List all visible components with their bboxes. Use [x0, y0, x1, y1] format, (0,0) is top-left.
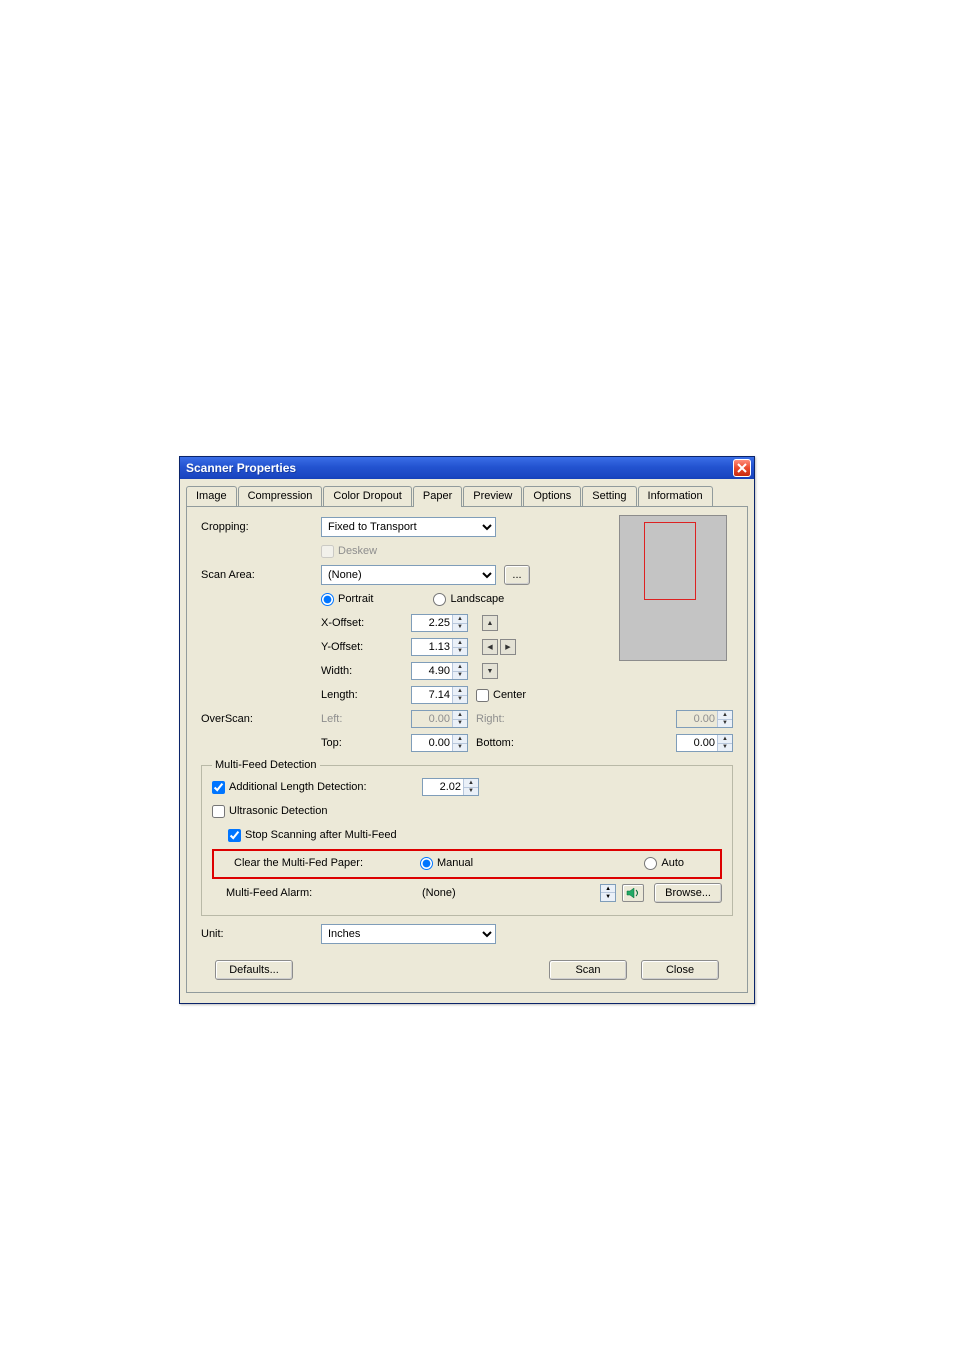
multifeed-group: Multi-Feed Detection Additional Length D… [201, 759, 733, 916]
tab-options[interactable]: Options [523, 486, 581, 506]
window-title: Scanner Properties [186, 461, 296, 475]
length-spinner[interactable]: ▲▼ [411, 686, 468, 704]
portrait-radio[interactable]: Portrait [321, 593, 373, 606]
multifeed-legend: Multi-Feed Detection [212, 759, 320, 771]
tab-image[interactable]: Image [186, 486, 237, 506]
right-spinner: ▲▼ [676, 710, 733, 728]
ultrasonic-checkbox[interactable]: Ultrasonic Detection [212, 805, 327, 818]
unit-label: Unit: [201, 928, 321, 940]
stop-scanning-checkbox[interactable]: Stop Scanning after Multi-Feed [228, 829, 397, 842]
addl-length-checkbox[interactable]: Additional Length Detection: [212, 781, 422, 794]
bottom-label: Bottom: [476, 737, 526, 749]
scroll-up-icon[interactable]: ▲ [482, 615, 498, 631]
alarm-value: (None) [422, 887, 456, 899]
tab-color-dropout[interactable]: Color Dropout [323, 486, 411, 506]
defaults-button[interactable]: Defaults... [215, 960, 293, 980]
deskew-input [321, 545, 334, 558]
overscan-label: OverScan: [201, 713, 321, 725]
scan-button[interactable]: Scan [549, 960, 627, 980]
width-label: Width: [321, 665, 411, 677]
clear-multifed-label: Clear the Multi-Fed Paper: [220, 857, 420, 869]
bottom-spinner[interactable]: ▲▼ [676, 734, 733, 752]
landscape-radio[interactable]: Landscape [433, 593, 504, 606]
left-spinner: ▲▼ [411, 710, 468, 728]
cropping-label: Cropping: [201, 521, 321, 533]
top-spinner[interactable]: ▲▼ [411, 734, 468, 752]
right-label: Right: [476, 713, 526, 725]
tab-setting[interactable]: Setting [582, 486, 636, 506]
sound-icon[interactable] [622, 884, 644, 902]
top-label: Top: [321, 737, 411, 749]
auto-radio[interactable]: Auto [644, 857, 684, 870]
close-button[interactable]: Close [641, 960, 719, 980]
xoffset-label: X-Offset: [321, 617, 411, 629]
xoffset-spinner[interactable]: ▲▼ [411, 614, 468, 632]
footer: Defaults... Scan Close [201, 950, 733, 980]
close-icon[interactable] [733, 459, 751, 477]
tab-row: Image Compression Color Dropout Paper Pr… [186, 485, 748, 506]
preview-selection[interactable] [644, 522, 696, 600]
alarm-spinner[interactable]: ▲▼ [600, 884, 616, 902]
yoffset-label: Y-Offset: [321, 641, 411, 653]
manual-radio[interactable]: Manual [420, 857, 473, 870]
browse-button[interactable]: Browse... [654, 883, 722, 903]
tab-paper[interactable]: Paper [413, 486, 462, 507]
preview-area[interactable] [619, 515, 727, 661]
scanarea-label: Scan Area: [201, 569, 321, 581]
spin-down-icon[interactable]: ▼ [453, 624, 467, 632]
titlebar: Scanner Properties [180, 457, 754, 479]
scroll-right-icon[interactable]: ▶ [500, 639, 516, 655]
alarm-label: Multi-Feed Alarm: [226, 887, 422, 899]
clear-multifed-highlight: Clear the Multi-Fed Paper: Manual Auto [212, 849, 722, 879]
tab-information[interactable]: Information [638, 486, 713, 506]
yoffset-spinner[interactable]: ▲▼ [411, 638, 468, 656]
scanarea-select[interactable]: (None) [321, 565, 496, 585]
width-spinner[interactable]: ▲▼ [411, 662, 468, 680]
length-label: Length: [321, 689, 411, 701]
center-checkbox[interactable]: Center [476, 689, 526, 702]
addl-length-spinner[interactable]: ▲▼ [422, 778, 479, 796]
scroll-down-icon[interactable]: ▼ [482, 663, 498, 679]
tab-preview[interactable]: Preview [463, 486, 522, 506]
paper-tab-panel: Cropping: Fixed to Transport Deskew Scan… [186, 506, 748, 993]
scanner-properties-window: Scanner Properties Image Compression Col… [179, 456, 755, 1004]
cropping-select[interactable]: Fixed to Transport [321, 517, 496, 537]
scroll-left-icon[interactable]: ◀ [482, 639, 498, 655]
scanarea-ellipsis-button[interactable]: ... [504, 565, 530, 585]
spin-up-icon[interactable]: ▲ [453, 615, 467, 624]
tab-compression[interactable]: Compression [238, 486, 323, 506]
left-label: Left: [321, 713, 411, 725]
unit-select[interactable]: Inches [321, 924, 496, 944]
deskew-checkbox: Deskew [321, 545, 377, 558]
